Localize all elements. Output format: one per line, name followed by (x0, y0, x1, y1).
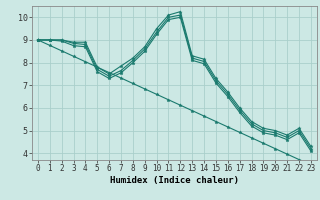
X-axis label: Humidex (Indice chaleur): Humidex (Indice chaleur) (110, 176, 239, 185)
